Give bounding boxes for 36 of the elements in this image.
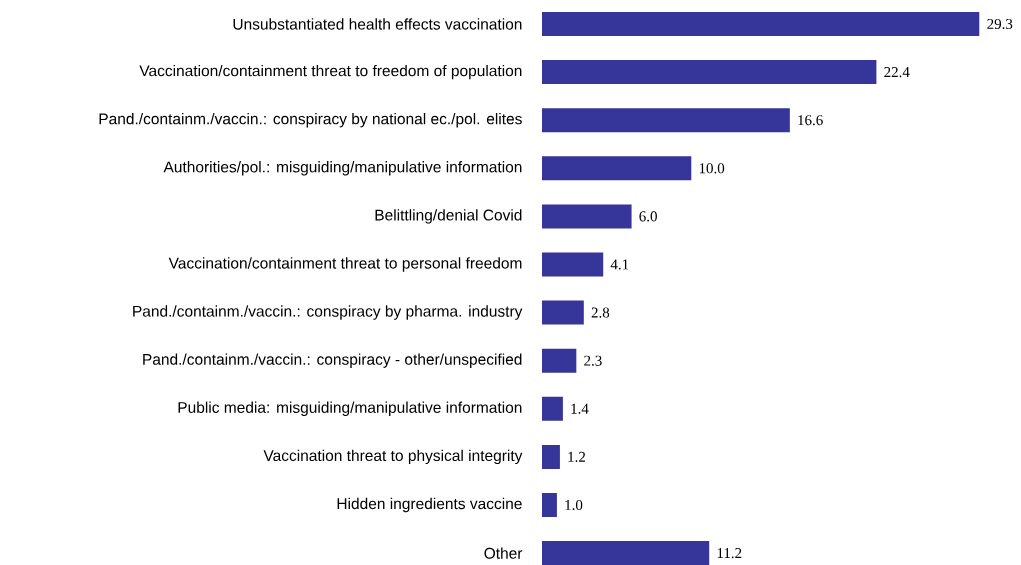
y-tick-label: Vaccination/containment threat to freedom of population	[139, 64, 522, 80]
bar	[542, 396, 563, 421]
bar	[542, 204, 632, 229]
data-label: 2.8	[591, 307, 610, 318]
y-tick-label: Hidden ingredients vaccine	[337, 497, 522, 513]
data-label: 11.2	[717, 548, 742, 559]
data-label: 22.4	[884, 67, 910, 78]
data-label: 6.0	[639, 211, 657, 222]
y-tick-label: Pand./containm./vaccin.: conspiracy - other/unspecified	[143, 353, 522, 368]
data-label: 4.1	[610, 259, 629, 270]
y-tick-label: Authorities/pol.: misguiding/manipulative information	[163, 161, 522, 176]
y-tick-label: Pand./containm./vaccin.: conspiracy by pharma. industry	[133, 305, 523, 320]
bar	[542, 541, 710, 565]
bar	[542, 12, 980, 36]
data-label: 29.3	[987, 18, 1013, 30]
bar	[542, 60, 877, 85]
y-tick-label: Vaccination threat to physical integrity	[263, 449, 523, 465]
data-label: 1.2	[568, 451, 586, 462]
bar	[542, 348, 577, 373]
bar	[542, 300, 584, 325]
data-label: 2.3	[584, 355, 602, 366]
y-tick-label: Other	[484, 547, 523, 559]
y-tick-label: Vaccination/containment threat to personal freedom	[168, 257, 522, 272]
y-tick-label: Belittling/denial Covid	[375, 209, 522, 224]
y-tick-label: Unsubstantiated health effects vaccination	[233, 18, 522, 30]
bar	[542, 108, 790, 133]
bar	[542, 492, 557, 517]
data-label: 1.0	[565, 499, 583, 511]
bar	[542, 444, 560, 469]
y-tick-label: Pand./containm./vaccin.: conspiracy by national ec./pol. elites	[99, 112, 522, 128]
bar	[542, 156, 692, 181]
data-label: 1.4	[571, 403, 589, 414]
data-label: 10.0	[699, 163, 725, 174]
bar	[542, 252, 604, 277]
y-tick-label: Public media: misguiding/manipulative information	[178, 401, 522, 417]
data-label: 16.6	[798, 115, 823, 126]
